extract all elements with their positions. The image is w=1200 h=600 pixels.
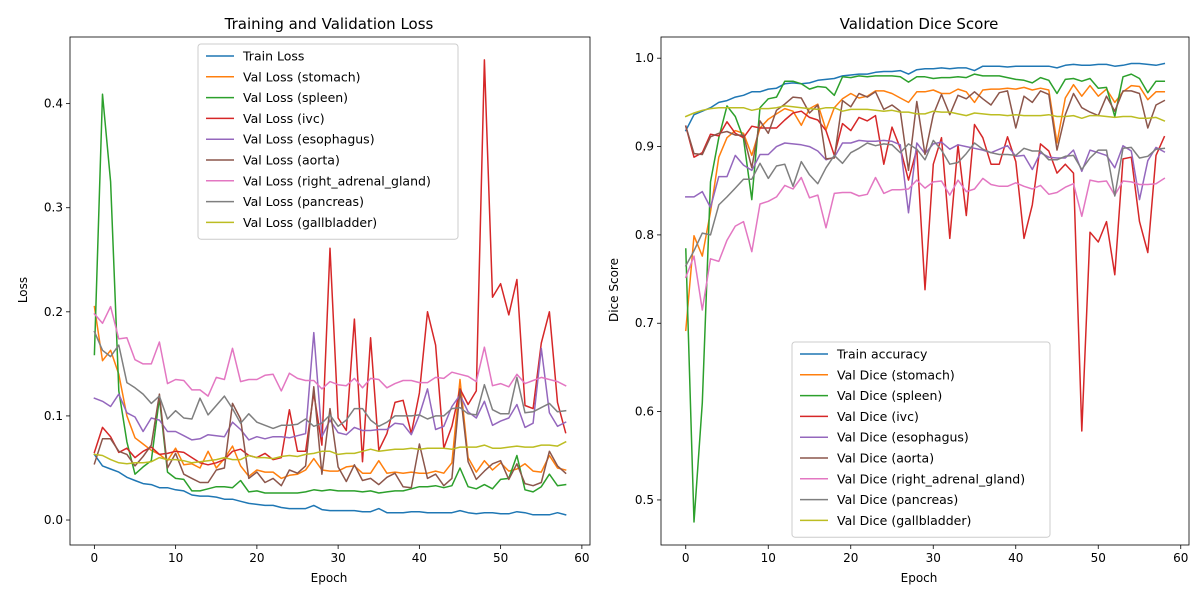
dice-x-tick-label: 50 (1091, 551, 1106, 565)
dice-legend-label-esophagus: Val Dice (esophagus) (837, 430, 969, 445)
loss-series-line-aorta (93, 386, 567, 489)
dice-x-tick-label: 0 (682, 551, 690, 565)
dice-y-tick-label: 0.5 (635, 493, 654, 507)
loss-x-tick-label: 40 (412, 551, 427, 565)
dice-series-line-train (684, 62, 1166, 132)
dice-legend-label-spleen: Val Dice (spleen) (837, 388, 942, 403)
loss-legend-label-aorta: Val Loss (aorta) (243, 153, 340, 168)
loss-x-tick-label: 0 (91, 551, 99, 565)
loss-series-line-esophagus (93, 331, 567, 441)
dice-chart-ylabel: Dice Score (607, 258, 621, 322)
loss-series-group (93, 59, 567, 516)
loss-series-line-right_adrenal_gland (93, 305, 567, 397)
loss-chart-ylabel: Loss (16, 277, 30, 303)
loss-series-line-ivc (93, 59, 567, 466)
dice-series-line-pancreas (684, 139, 1166, 267)
dice-legend-label-stomach: Val Dice (stomach) (837, 367, 955, 382)
dice-axes-frame (660, 36, 1190, 546)
loss-legend-label-ivc: Val Loss (ivc) (243, 111, 325, 126)
dice-y-tick-label: 0.7 (635, 316, 654, 330)
dice-x-tick-label: 10 (761, 551, 776, 565)
dice-legend-label-right_adrenal_gland: Val Dice (right_adrenal_gland) (837, 471, 1025, 486)
loss-x-tick-label: 10 (168, 551, 183, 565)
loss-y-tick-label: 0.0 (44, 513, 63, 527)
loss-series-line-train (93, 453, 567, 516)
dice-chart-title: Validation Dice Score (840, 15, 999, 33)
loss-legend-box (197, 43, 459, 240)
loss-x-tick-label: 30 (330, 551, 345, 565)
dice-x-tick-label: 40 (1008, 551, 1023, 565)
loss-chart-xlabel: Epoch (311, 571, 348, 585)
loss-chart-title: Training and Validation Loss (224, 15, 434, 33)
loss-legend-label-pancreas: Val Loss (pancreas) (243, 194, 364, 209)
dice-x-tick-label: 60 (1173, 551, 1188, 565)
dice-series-line-aorta (684, 90, 1166, 172)
loss-x-tick-label: 50 (493, 551, 508, 565)
dice-y-tick-label: 1.0 (635, 51, 654, 65)
loss-series-line-spleen (93, 93, 567, 494)
dice-legend-label-gallbladder: Val Dice (gallbladder) (837, 513, 971, 528)
loss-x-tick-label: 20 (249, 551, 264, 565)
dice-chart: Validation Dice Score Epoch Dice Score 0… (607, 15, 1190, 585)
dice-y-tick-label: 0.8 (635, 228, 654, 242)
dice-legend-label-pancreas: Val Dice (pancreas) (837, 492, 958, 507)
dice-series-line-right_adrenal_gland (684, 176, 1166, 311)
dice-legend-box (791, 341, 1051, 538)
dice-series-group (684, 62, 1166, 523)
dice-series-line-spleen (685, 73, 1166, 523)
dice-y-tick-label: 0.6 (635, 405, 654, 419)
loss-y-tick-label: 0.1 (44, 409, 63, 423)
loss-y-tick-label: 0.4 (44, 97, 63, 111)
dice-legend-label-ivc: Val Dice (ivc) (837, 409, 919, 424)
loss-legend-label-spleen: Val Loss (spleen) (243, 90, 348, 105)
dice-series-line-gallbladder (684, 105, 1166, 122)
dice-series-line-stomach (684, 83, 1166, 332)
loss-legend-label-train: Train Loss (242, 49, 304, 64)
loss-x-tick-label: 60 (574, 551, 589, 565)
dice-x-tick-label: 30 (926, 551, 941, 565)
dice-x-tick-label: 20 (843, 551, 858, 565)
loss-y-tick-label: 0.2 (44, 305, 63, 319)
loss-legend-label-right_adrenal_gland: Val Loss (right_adrenal_gland) (243, 173, 431, 188)
dice-chart-xlabel: Epoch (901, 571, 938, 585)
loss-y-tick-label: 0.3 (44, 201, 63, 215)
dice-legend-label-train: Train accuracy (836, 347, 928, 362)
loss-chart: Training and Validation Loss Epoch Loss … (16, 15, 591, 585)
loss-series-line-gallbladder (93, 440, 567, 465)
dice-legend-label-aorta: Val Dice (aorta) (837, 451, 934, 466)
loss-axes-frame (69, 36, 591, 546)
loss-series-line-pancreas (93, 330, 567, 430)
dice-y-tick-label: 0.9 (635, 140, 654, 154)
loss-legend-label-gallbladder: Val Loss (gallbladder) (243, 215, 377, 230)
loss-legend: Train Loss Val Loss (stomach) Val Loss (sp… (197, 43, 459, 240)
dice-legend: Train accuracy Val Dice (stomach) Val Dice… (791, 341, 1051, 538)
loss-legend-label-stomach: Val Loss (stomach) (243, 69, 361, 84)
loss-legend-label-esophagus: Val Loss (esophagus) (243, 132, 375, 147)
